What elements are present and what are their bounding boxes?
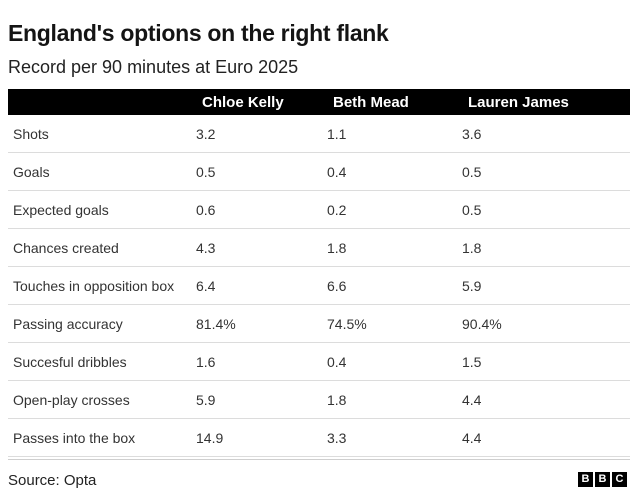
metric-label: Chances created <box>8 228 196 267</box>
logo-block: B <box>595 472 610 487</box>
table-cell: 1.6 <box>196 342 327 381</box>
metric-label: Shots <box>8 115 196 153</box>
chart-subtitle: Record per 90 minutes at Euro 2025 <box>8 57 299 77</box>
metric-label: Touches in opposition box <box>8 266 196 305</box>
header-beth-mead: Beth Mead <box>327 89 462 115</box>
table-body: Shots 3.2 1.1 3.6 Goals 0.5 0.4 0.5 Expe… <box>8 115 630 457</box>
table-cell: 1.1 <box>327 115 462 153</box>
table-cell: 0.5 <box>462 190 630 229</box>
table-header: Chloe Kelly Beth Mead Lauren James <box>8 89 630 115</box>
table-cell: 4.4 <box>462 380 630 419</box>
metric-label: Expected goals <box>8 190 196 229</box>
table-cell: 0.4 <box>327 342 462 381</box>
table-cell: 4.4 <box>462 418 630 457</box>
stats-table: Chloe Kelly Beth Mead Lauren James Shots… <box>8 89 630 457</box>
header-lauren-james: Lauren James <box>462 89 630 115</box>
header-row: Chloe Kelly Beth Mead Lauren James <box>8 89 630 115</box>
table-cell: 1.8 <box>327 228 462 267</box>
header-chloe-kelly: Chloe Kelly <box>196 89 327 115</box>
footer-divider <box>8 459 630 460</box>
table-cell: 1.5 <box>462 342 630 381</box>
table-cell: 0.6 <box>196 190 327 229</box>
table-cell: 90.4% <box>462 304 630 343</box>
metric-label: Goals <box>8 152 196 191</box>
table-cell: 5.9 <box>196 380 327 419</box>
metric-label: Passing accuracy <box>8 304 196 343</box>
table-row: Passes into the box 14.9 3.3 4.4 <box>8 418 630 457</box>
table-row: Chances created 4.3 1.8 1.8 <box>8 228 630 267</box>
table-cell: 6.4 <box>196 266 327 305</box>
table-cell: 0.4 <box>327 152 462 191</box>
table-row: Goals 0.5 0.4 0.5 <box>8 152 630 191</box>
table-cell: 3.6 <box>462 115 630 153</box>
table-cell: 1.8 <box>462 228 630 267</box>
table-row: Expected goals 0.6 0.2 0.5 <box>8 190 630 229</box>
table-cell: 3.2 <box>196 115 327 153</box>
table-row: Passing accuracy 81.4% 74.5% 90.4% <box>8 304 630 343</box>
logo-block: C <box>612 472 627 487</box>
header-metric <box>8 89 196 115</box>
metric-label: Open-play crosses <box>8 380 196 419</box>
table-cell: 6.6 <box>327 266 462 305</box>
table-row: Succesful dribbles 1.6 0.4 1.5 <box>8 342 630 381</box>
table-row: Touches in opposition box 6.4 6.6 5.9 <box>8 266 630 305</box>
source-note: Source: Opta <box>8 472 97 489</box>
table-row: Shots 3.2 1.1 3.6 <box>8 115 630 153</box>
table-cell: 1.8 <box>327 380 462 419</box>
logo-block: B <box>578 472 593 487</box>
chart-title: England's options on the right flank <box>8 20 389 46</box>
table-cell: 14.9 <box>196 418 327 457</box>
table-cell: 0.5 <box>196 152 327 191</box>
table-cell: 3.3 <box>327 418 462 457</box>
table-cell: 0.2 <box>327 190 462 229</box>
table-cell: 5.9 <box>462 266 630 305</box>
metric-label: Passes into the box <box>8 418 196 457</box>
metric-label: Succesful dribbles <box>8 342 196 381</box>
table-cell: 0.5 <box>462 152 630 191</box>
table-cell: 74.5% <box>327 304 462 343</box>
bbc-logo: B B C <box>578 472 627 487</box>
table-cell: 81.4% <box>196 304 327 343</box>
table-row: Open-play crosses 5.9 1.8 4.4 <box>8 380 630 419</box>
table-cell: 4.3 <box>196 228 327 267</box>
